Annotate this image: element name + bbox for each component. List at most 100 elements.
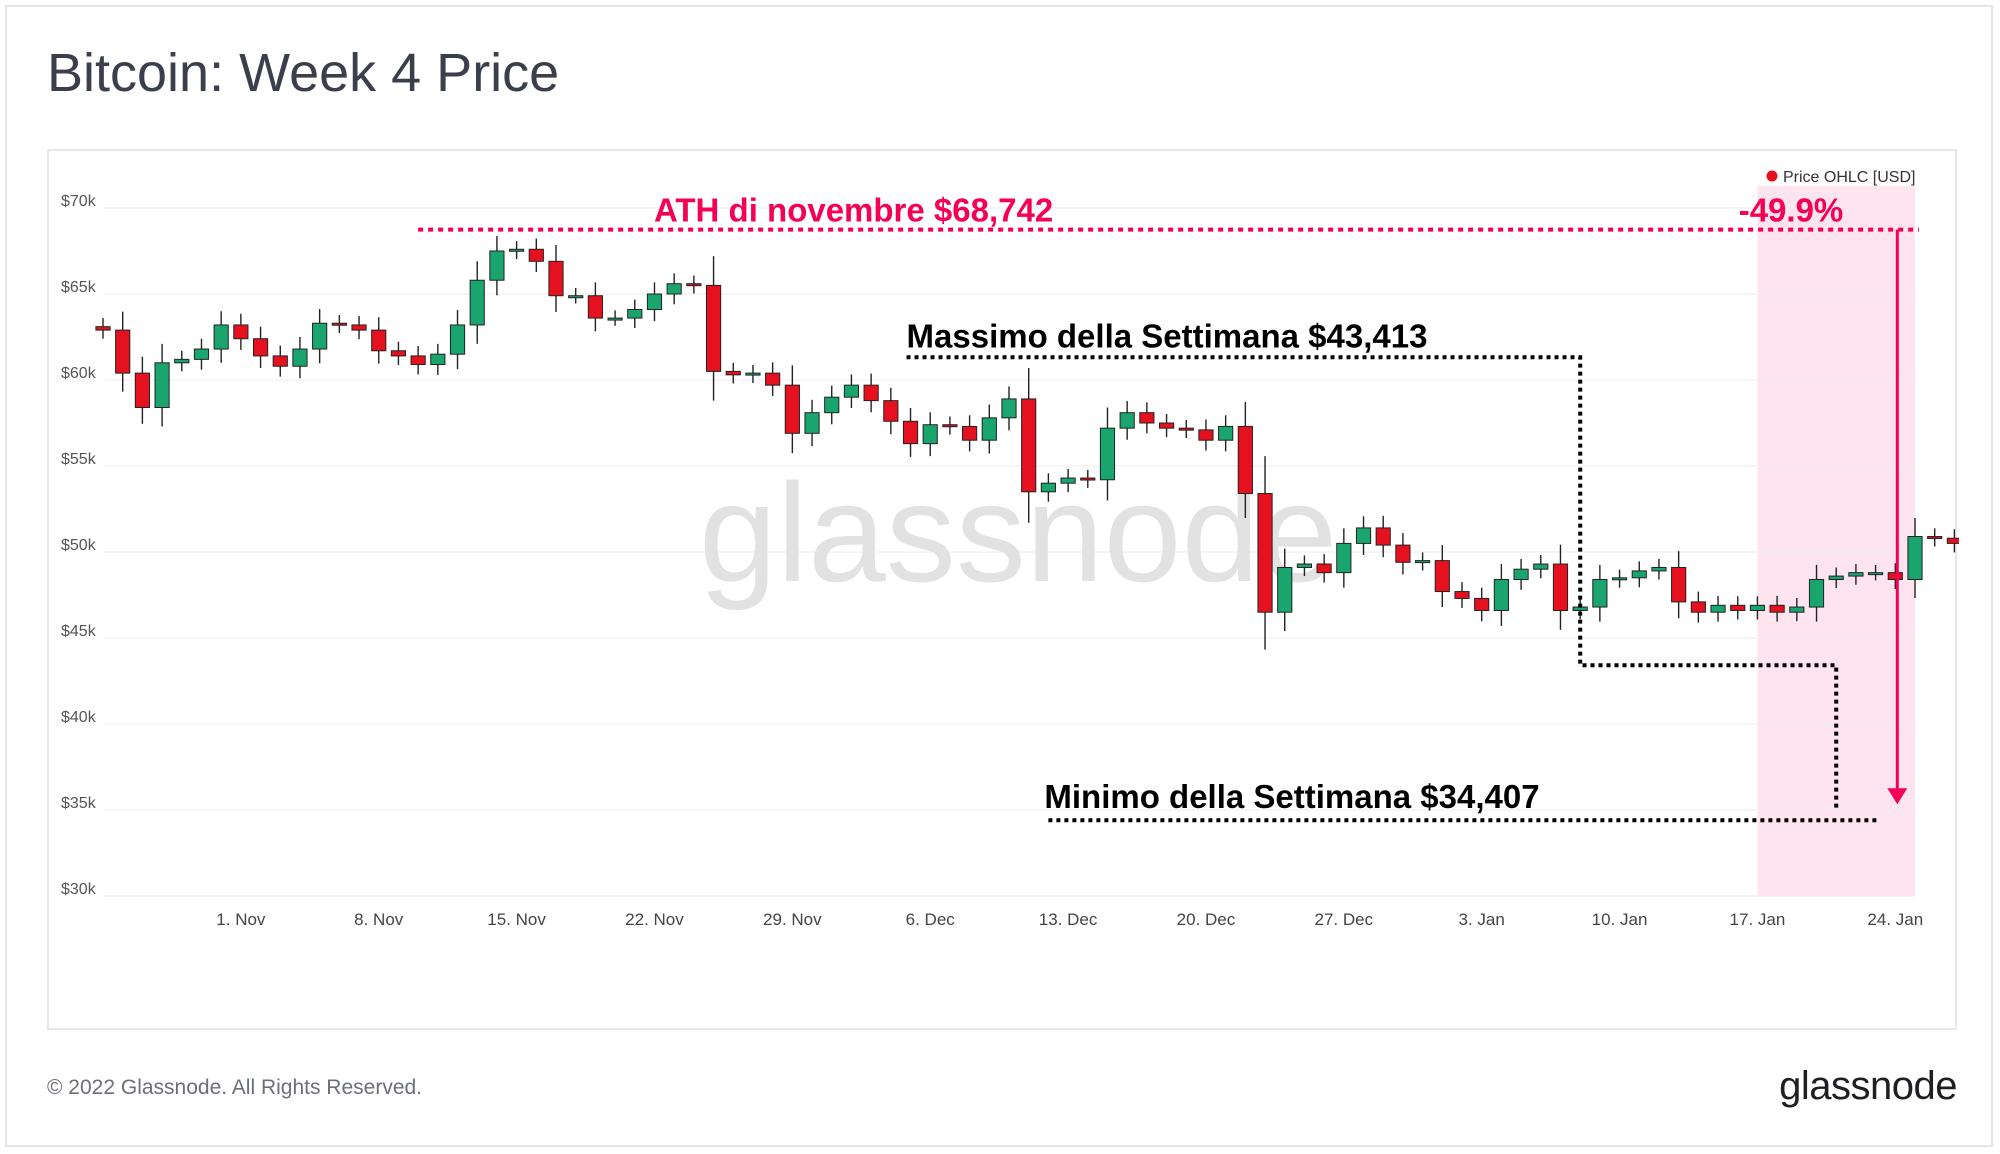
candle-body — [1690, 601, 1706, 613]
x-tick-label: 8. Nov — [354, 910, 404, 929]
candle-body — [1848, 572, 1864, 577]
candle-body — [1927, 536, 1943, 540]
candle-body — [1395, 544, 1411, 563]
glassnode-logo: glassnode — [1779, 1064, 1957, 1108]
candle-body — [371, 329, 387, 352]
candle-body — [962, 425, 978, 441]
candle-body — [1237, 425, 1253, 495]
x-tick-label: 29. Nov — [763, 910, 822, 929]
candle-body — [528, 248, 544, 262]
highlight-band — [1757, 186, 1915, 896]
candle-body — [607, 317, 623, 321]
candle-body — [134, 372, 150, 409]
candle-body — [1730, 604, 1746, 611]
candle-body — [1434, 560, 1450, 593]
candle-body — [213, 324, 229, 350]
candle-body — [1808, 579, 1825, 608]
candle-body — [745, 372, 761, 376]
candle-body — [1099, 427, 1116, 481]
candle-body — [1493, 579, 1509, 611]
candle-body — [1474, 597, 1490, 611]
candle-body — [784, 384, 800, 434]
candle-body — [548, 260, 564, 297]
candle-body — [627, 308, 643, 319]
candle-body — [883, 400, 899, 422]
week-high-label: Massimo della Settimana $43,413 — [907, 317, 1428, 354]
candle-body — [1533, 563, 1549, 570]
candle-body — [1158, 422, 1175, 429]
candle-body — [351, 324, 367, 331]
candle-body — [154, 362, 170, 409]
chart-title: Bitcoin: Week 4 Price — [47, 43, 560, 103]
change-label: -49.9% — [1739, 192, 1844, 229]
x-tick-label: 10. Jan — [1592, 910, 1648, 929]
candle-body — [449, 324, 466, 355]
candle-body — [1907, 536, 1923, 581]
candle-body — [1316, 563, 1332, 574]
candle-body — [1513, 568, 1529, 581]
x-tick-label: 6. Dec — [906, 910, 956, 929]
candle-body — [902, 420, 919, 445]
candle-body — [233, 324, 249, 340]
legend-label: Price OHLC [USD] — [1783, 169, 1915, 186]
chart-svg: glassnode $30k $35k $40k $45k $50k $55k $60k $6… — [61, 169, 1959, 929]
candle-body — [95, 326, 111, 331]
x-tick-label: 13. Dec — [1039, 910, 1098, 929]
candle-body — [469, 279, 485, 326]
candle-body — [489, 250, 505, 281]
candle-body — [1355, 527, 1372, 544]
x-tick-label: 15. Nov — [487, 910, 546, 929]
candle-body — [1887, 572, 1903, 581]
candle-body — [509, 248, 525, 252]
candle-body — [568, 295, 584, 299]
candle-body — [1454, 591, 1470, 599]
candle-body — [981, 417, 997, 441]
candle-body — [115, 329, 131, 374]
ath-label: ATH di novembre $68,742 — [654, 192, 1053, 229]
candle-body — [646, 293, 663, 310]
candle-body — [1710, 604, 1726, 613]
x-tick-label: 3. Jan — [1459, 910, 1505, 929]
candle-body — [1375, 527, 1391, 546]
x-tick-label: 24. Jan — [1867, 910, 1923, 929]
candle-body — [587, 295, 603, 319]
candle-body — [272, 355, 288, 367]
candle-body — [410, 355, 426, 366]
candle-body — [725, 370, 741, 376]
y-tick-label: $45k — [61, 623, 97, 640]
candle-body — [1198, 429, 1214, 441]
candle-body — [1415, 560, 1431, 564]
candle-body — [824, 396, 840, 414]
y-tick-label: $50k — [61, 537, 97, 554]
candle-body — [1868, 572, 1884, 576]
candle-body — [1769, 604, 1785, 613]
y-tick-label: $35k — [61, 795, 97, 812]
candle-body — [804, 412, 820, 434]
candle-body — [1789, 606, 1805, 613]
candle-body — [292, 348, 308, 367]
candle-body — [1277, 566, 1293, 613]
candle-body — [1257, 493, 1273, 613]
candle-body — [174, 358, 190, 364]
candle-body — [705, 284, 722, 372]
y-tick-label: $65k — [61, 279, 97, 296]
x-tick-label: 27. Dec — [1315, 910, 1374, 929]
candle-body — [1946, 537, 1959, 544]
candle-body — [1749, 604, 1766, 611]
candle-body — [1336, 542, 1352, 574]
candle-body — [1611, 577, 1628, 581]
x-tick-label: 1. Nov — [216, 910, 266, 929]
candle-body — [1218, 425, 1234, 441]
candle-body — [1119, 412, 1135, 429]
candle-body — [1828, 575, 1844, 581]
candle-body — [312, 322, 328, 350]
legend-marker — [1766, 170, 1778, 182]
y-tick-label: $70k — [61, 193, 97, 210]
candle-body — [1021, 398, 1037, 493]
candle-body — [1080, 477, 1096, 481]
candle-body — [1296, 563, 1313, 568]
candle-body — [1139, 412, 1155, 424]
candle-body — [1552, 563, 1569, 611]
y-tick-label: $30k — [61, 881, 97, 898]
drop-arrow-head — [1887, 788, 1908, 805]
